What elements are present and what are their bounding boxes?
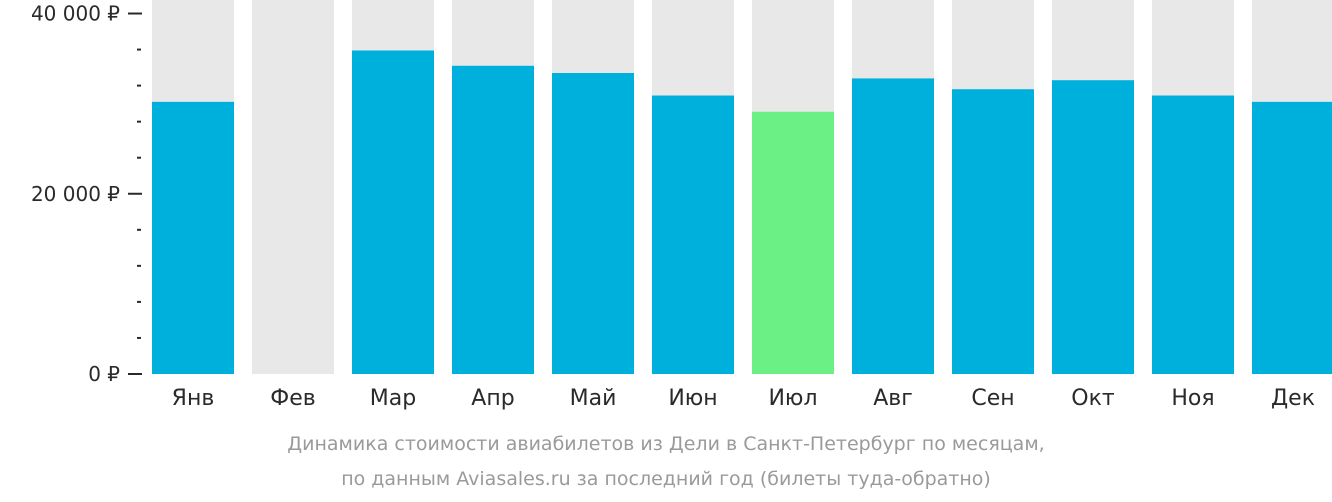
bar[interactable] — [752, 111, 834, 375]
x-axis: Янв Фев Мар Апр Май Июн Июл Авг Сен Окт Ноя Дек — [172, 386, 1315, 411]
x-tick-label: Май — [570, 386, 617, 411]
bar[interactable] — [952, 89, 1034, 375]
x-tick-label: Авг — [873, 386, 913, 411]
y-axis: 0 ₽ 20 000 ₽ 40 000 ₽ — [31, 2, 142, 386]
bar[interactable] — [1252, 101, 1332, 374]
x-tick-label: Мар — [370, 386, 416, 411]
chart-caption-line-2: по данным Aviasales.ru за последний год … — [341, 468, 991, 490]
bar[interactable] — [452, 65, 534, 374]
x-tick-label: Окт — [1071, 386, 1115, 411]
x-tick-label: Апр — [471, 386, 514, 411]
x-tick-label: Ноя — [1171, 386, 1214, 411]
bar[interactable] — [352, 50, 434, 374]
x-tick-label: Фев — [270, 386, 315, 411]
y-tick-label: 0 ₽ — [88, 362, 120, 386]
x-tick-label: Июн — [668, 386, 717, 411]
x-tick-label: Дек — [1271, 386, 1315, 411]
bar[interactable] — [152, 101, 234, 374]
y-tick-label: 20 000 ₽ — [31, 182, 120, 206]
y-tick-label: 40 000 ₽ — [31, 2, 120, 26]
chart-caption-line-1: Динамика стоимости авиабилетов из Дели в… — [287, 433, 1045, 455]
bar-background — [252, 0, 334, 374]
bar[interactable] — [552, 72, 634, 374]
bar[interactable] — [652, 95, 734, 374]
x-tick-label: Сен — [971, 386, 1014, 411]
bars — [152, 50, 1332, 375]
bar[interactable] — [1052, 80, 1134, 375]
price-chart: 0 ₽ 20 000 ₽ 40 000 ₽ Янв Фев Мар Апр Май Июн Ию… — [31, 0, 1332, 411]
x-tick-label: Июл — [768, 386, 817, 411]
x-tick-label: Янв — [172, 386, 215, 411]
bar[interactable] — [852, 78, 934, 374]
bar[interactable] — [1152, 95, 1234, 374]
